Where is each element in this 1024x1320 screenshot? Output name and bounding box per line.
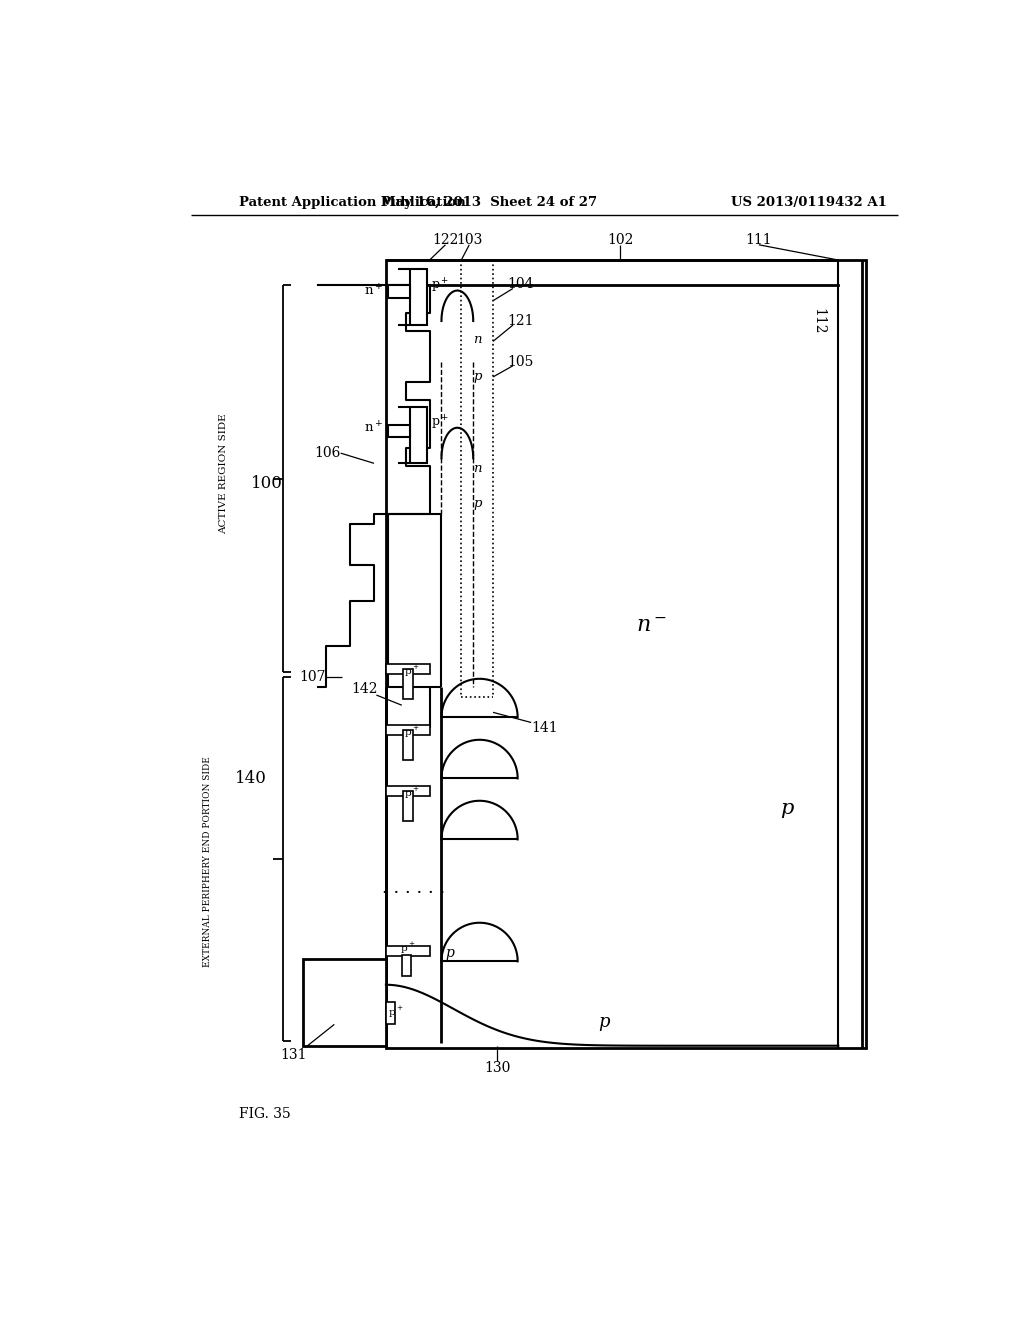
Text: n$^+$: n$^+$ [365,282,384,298]
Text: 103: 103 [456,232,482,247]
Text: n$^+$: n$^+$ [365,420,384,436]
Text: n$^-$: n$^-$ [636,615,668,638]
Bar [403,669,413,700]
Text: 100: 100 [251,475,283,492]
Text: 104: 104 [508,277,535,292]
Bar [410,269,427,325]
Text: 107: 107 [299,669,326,684]
Text: EXTERNAL PERIPHERY END PORTION SIDE: EXTERNAL PERIPHERY END PORTION SIDE [203,756,212,968]
Text: n: n [473,333,481,346]
Text: Patent Application Publication: Patent Application Publication [240,195,466,209]
Text: 122: 122 [432,232,459,247]
Text: p$^+$: p$^+$ [431,413,449,432]
Text: 112: 112 [811,308,825,334]
Bar [386,785,430,796]
Text: 121: 121 [508,314,535,329]
Bar [386,725,430,735]
Text: 105: 105 [508,355,535,368]
Bar [387,285,410,297]
Text: 140: 140 [236,770,267,787]
Text: p: p [780,800,794,818]
Text: May 16, 2013  Sheet 24 of 27: May 16, 2013 Sheet 24 of 27 [381,195,597,209]
Text: 102: 102 [607,232,633,247]
Text: p: p [445,946,454,960]
Text: 106: 106 [314,446,341,461]
Text: p$^+$: p$^+$ [403,725,420,741]
Bar [386,664,430,673]
Bar [387,425,410,437]
Text: n: n [473,462,481,475]
Text: 111: 111 [745,232,772,247]
Text: 130: 130 [483,1061,510,1074]
Text: p: p [473,498,481,511]
Text: 131: 131 [280,1048,306,1061]
Text: 142: 142 [351,682,378,696]
Text: p: p [598,1014,610,1031]
Text: · · · · · ·: · · · · · · [382,884,445,903]
Text: 141: 141 [531,721,558,735]
Text: ACTIVE REGION SIDE: ACTIVE REGION SIDE [219,413,227,533]
Bar [386,1002,395,1024]
Text: FIG. 35: FIG. 35 [240,1106,291,1121]
Bar [386,260,866,1048]
Text: p$^+$: p$^+$ [431,276,449,294]
Text: p$^+$: p$^+$ [403,664,420,680]
Bar [303,960,386,1045]
Text: p: p [473,371,481,383]
Bar [401,956,412,975]
Text: p$^+$: p$^+$ [388,1005,403,1020]
Bar [403,730,413,760]
Text: US 2013/0119432 A1: US 2013/0119432 A1 [731,195,887,209]
Bar [386,946,430,956]
Text: p$^+$: p$^+$ [400,941,416,956]
Bar [410,408,427,463]
Text: p$^+$: p$^+$ [403,787,420,801]
Bar [403,791,413,821]
